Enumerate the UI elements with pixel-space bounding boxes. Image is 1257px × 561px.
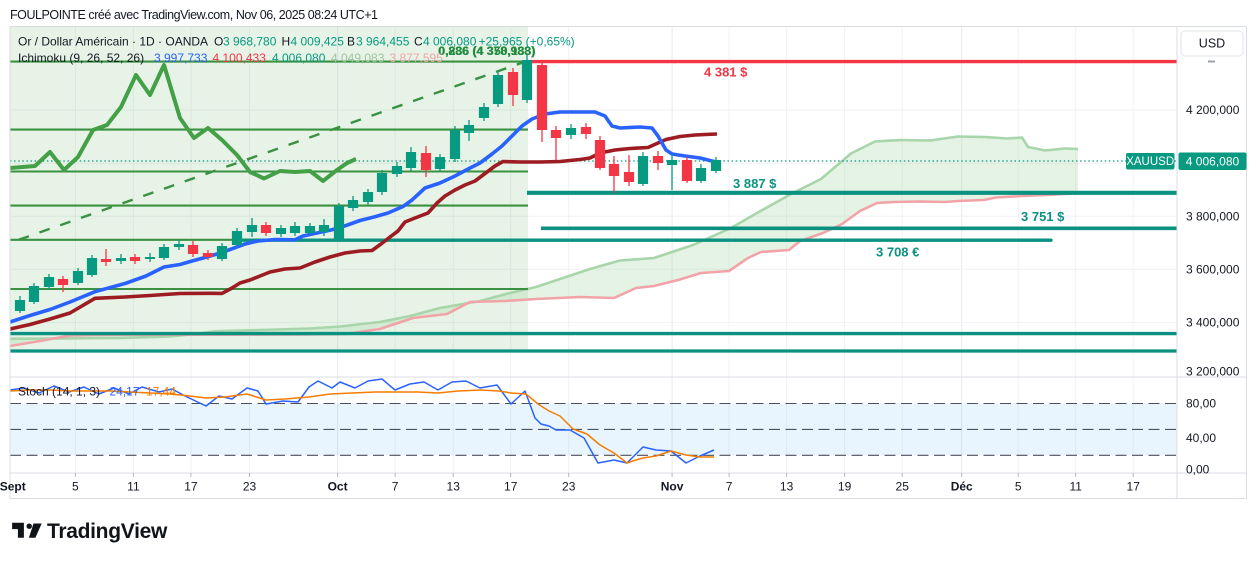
svg-text:0,00: 0,00 [1186, 463, 1210, 477]
svg-text:11: 11 [1069, 480, 1082, 494]
svg-text:3 200,000: 3 200,000 [1186, 365, 1240, 379]
svg-text:+25,965 (+0,65%): +25,965 (+0,65%) [479, 35, 575, 49]
svg-text:80,00: 80,00 [1186, 397, 1216, 411]
svg-text:O: O [214, 35, 223, 49]
svg-text:4 200,000: 4 200,000 [1186, 103, 1240, 117]
svg-text:Sept: Sept [0, 480, 26, 494]
svg-text:4 381 $: 4 381 $ [704, 65, 748, 80]
svg-text:4 100,433: 4 100,433 [213, 51, 267, 65]
svg-text:23: 23 [243, 480, 257, 494]
svg-text:FOULPOINTE créé avec TradingVi: FOULPOINTE créé avec TradingView.com, No… [10, 8, 378, 22]
svg-text:3 600,000: 3 600,000 [1186, 263, 1240, 277]
svg-text:XAUUSD: XAUUSD [1126, 156, 1174, 168]
svg-text:17: 17 [184, 480, 198, 494]
svg-text:B: B [347, 35, 355, 49]
svg-text:7: 7 [726, 480, 733, 494]
svg-text:5: 5 [72, 480, 79, 494]
svg-text:H: H [282, 35, 291, 49]
svg-text:24,17: 24,17 [110, 385, 140, 399]
svg-text:25: 25 [896, 480, 910, 494]
svg-text:23: 23 [562, 480, 576, 494]
svg-text:3 997,733: 3 997,733 [154, 51, 208, 65]
svg-text:4 006,080: 4 006,080 [1186, 155, 1240, 169]
svg-text:0,886 (4 378,988): 0,886 (4 378,988) [438, 44, 535, 58]
svg-text:13: 13 [447, 480, 461, 494]
svg-text:0,236 (4 350,133): 0,236 (4 350,133) [439, 44, 536, 58]
svg-text:Nov: Nov [661, 480, 684, 494]
svg-text:3 800,000: 3 800,000 [1186, 209, 1240, 223]
svg-text:Déc: Déc [951, 480, 973, 494]
svg-text:4 006,080: 4 006,080 [423, 35, 477, 49]
svg-text:USD: USD [1199, 37, 1225, 51]
svg-text:Oct: Oct [328, 480, 348, 494]
svg-text:17: 17 [504, 480, 518, 494]
svg-text:17: 17 [1127, 480, 1141, 494]
svg-text:4 049,083: 4 049,083 [331, 51, 385, 65]
svg-text:3 968,780: 3 968,780 [223, 35, 277, 49]
svg-text:7: 7 [392, 480, 399, 494]
svg-text:19: 19 [838, 480, 852, 494]
svg-text:17,44: 17,44 [146, 385, 176, 399]
svg-text:4 006,080: 4 006,080 [272, 51, 326, 65]
svg-text:Ichimoku (9, 26, 52, 26): Ichimoku (9, 26, 52, 26) [18, 51, 144, 65]
svg-text:13: 13 [780, 480, 794, 494]
svg-text:40,00: 40,00 [1186, 431, 1216, 445]
svg-text:TradingView: TradingView [47, 520, 168, 543]
svg-text:3 708 €: 3 708 € [876, 245, 919, 260]
svg-text:3 887 $: 3 887 $ [733, 176, 777, 191]
svg-text:3 751 $: 3 751 $ [1021, 209, 1065, 224]
svg-text:11: 11 [127, 480, 140, 494]
svg-text:3 964,455: 3 964,455 [356, 35, 410, 49]
svg-text:3 400,000: 3 400,000 [1186, 316, 1240, 330]
svg-text:5: 5 [1015, 480, 1022, 494]
svg-text:C: C [414, 35, 423, 49]
svg-text:Or / Dollar Américain · 1D · O: Or / Dollar Américain · 1D · OANDA [18, 35, 208, 49]
svg-text:Stoch (14, 1, 3): Stoch (14, 1, 3) [18, 385, 100, 399]
svg-text:4 009,425: 4 009,425 [291, 35, 345, 49]
svg-text:3 877,595: 3 877,595 [390, 51, 444, 65]
